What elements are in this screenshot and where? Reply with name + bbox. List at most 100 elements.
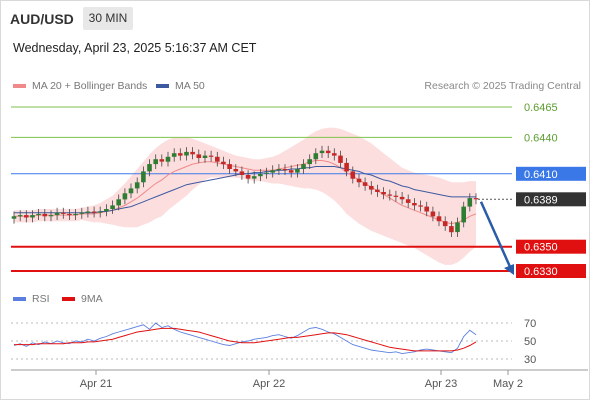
candle-body	[79, 212, 85, 214]
candle-body	[313, 153, 319, 160]
candle-body	[190, 151, 195, 155]
candle-body	[362, 182, 368, 186]
candle-body	[61, 212, 66, 214]
copyright: Research © 2025 Trading Central	[424, 80, 581, 92]
candle-body	[36, 213, 41, 216]
candle-body	[42, 213, 48, 217]
legend-ma20: MA 20 + Bollinger Bands	[13, 80, 147, 92]
candle-body	[215, 156, 220, 162]
candle-body	[171, 153, 177, 157]
rsi-tick-label: 70	[524, 318, 536, 330]
candle-body	[165, 156, 171, 162]
candle-body	[282, 169, 288, 171]
rsi-ma9-line	[14, 327, 477, 352]
level-tag	[516, 239, 586, 254]
candle-body	[104, 209, 109, 212]
forecast-arrow	[479, 201, 513, 270]
legend-rsi: RSI	[13, 293, 50, 305]
candle-body	[424, 206, 429, 212]
rsi-tick-label: 50	[524, 336, 536, 348]
legend-ma9-label: 9MA	[81, 293, 103, 305]
candle-body	[301, 164, 306, 169]
candle-body	[375, 189, 380, 192]
candle-body	[239, 171, 245, 175]
candle-body	[245, 175, 251, 179]
candle-body	[67, 213, 72, 216]
candle-body	[178, 153, 183, 156]
ma50-swatch	[156, 84, 169, 88]
candle-body	[91, 211, 97, 213]
level-tag	[516, 166, 586, 181]
candle-body	[17, 215, 23, 217]
candle-body	[338, 155, 343, 163]
candle-body	[141, 171, 146, 183]
rsi-line	[13, 322, 477, 355]
candle-body	[270, 170, 275, 173]
candle-body	[344, 162, 349, 172]
candle-body	[97, 211, 103, 213]
candle-body	[147, 164, 152, 172]
ma9-swatch	[62, 297, 75, 301]
candle-body	[116, 199, 121, 206]
legend-ma50-label: MA 50	[175, 80, 205, 92]
candle-body	[110, 205, 115, 209]
candle-body	[48, 215, 54, 217]
level-tag	[516, 264, 586, 278]
candle-body	[449, 226, 454, 233]
level-tag	[516, 192, 586, 207]
timeframe-button[interactable]: 30 MIN	[83, 7, 133, 30]
candle-body	[473, 198, 479, 200]
candle-body	[393, 195, 399, 197]
candle-body	[356, 178, 362, 183]
x-tick-label: Apr 23	[425, 378, 457, 390]
candle-body	[11, 216, 17, 219]
candle-body	[442, 221, 448, 227]
ma50-line	[14, 166, 476, 214]
candle-body	[251, 176, 257, 179]
candle-body	[325, 150, 331, 154]
candle-body	[159, 159, 165, 162]
candle-body	[288, 170, 294, 173]
x-tick-label: Apr 22	[253, 378, 285, 390]
candle-body	[381, 192, 386, 195]
candle-body	[54, 212, 60, 216]
candle-body	[467, 198, 473, 207]
x-tick-label: May 2	[493, 378, 523, 390]
candle-body	[184, 151, 189, 156]
candle-body	[202, 155, 208, 158]
legend-rsi-label: RSI	[32, 293, 50, 305]
symbol-label: AUD/USD	[10, 11, 74, 27]
candle-body	[208, 155, 214, 157]
level-label: 0.6389	[524, 194, 558, 206]
candle-body	[307, 159, 312, 165]
candle-body	[128, 188, 134, 194]
candle-body	[461, 206, 466, 223]
ma20-line	[14, 160, 477, 225]
forecast-arrowhead	[504, 264, 514, 275]
candle-body	[455, 222, 460, 233]
candle-body	[350, 171, 356, 179]
legend-ma9: 9MA	[62, 293, 103, 305]
candle-body	[122, 193, 128, 200]
level-label: 0.6410	[524, 169, 558, 181]
candle-body	[227, 164, 232, 169]
legend-ma50: MA 50	[156, 80, 205, 92]
candle-body	[153, 159, 158, 165]
candle-body	[24, 215, 29, 218]
level-label: 0.6465	[524, 102, 558, 114]
candle-body	[258, 173, 263, 177]
chart-header: AUD/USD 30 MIN	[0, 0, 590, 36]
legend-ma20-label: MA 20 + Bollinger Bands	[32, 80, 148, 92]
candle-body	[387, 194, 393, 196]
rsi-swatch	[13, 297, 26, 301]
x-tick-label: Apr 21	[80, 378, 112, 390]
candle-body	[276, 169, 282, 171]
candle-body	[134, 182, 140, 189]
candle-body	[319, 150, 325, 154]
timestamp: Wednesday, April 23, 2025 5:16:37 AM CET	[13, 41, 257, 55]
level-label: 0.6330	[524, 266, 558, 278]
candle-body	[30, 215, 35, 218]
candle-body	[264, 172, 269, 174]
candle-body	[332, 153, 337, 156]
